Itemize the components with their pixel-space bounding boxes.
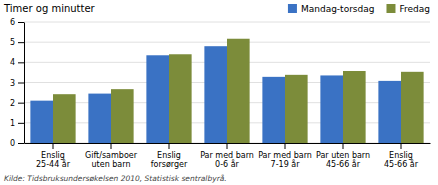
y-axis-line	[24, 23, 25, 144]
y-tick-mark	[18, 123, 24, 124]
grid	[24, 22, 430, 143]
x-tick-label-line: Enslig	[41, 151, 65, 160]
y-tick-mark	[18, 103, 24, 104]
legend-item: Mandag-torsdag	[288, 4, 375, 14]
legend: Fredag Mandag-torsdag	[288, 4, 430, 14]
y-tick: 6	[10, 18, 24, 27]
x-tick: Par med barn7-19 år	[258, 143, 312, 169]
bar	[204, 46, 227, 143]
y-tick: 0	[10, 139, 24, 148]
bar	[262, 77, 285, 143]
x-tick-mark	[285, 143, 286, 149]
x-tick-mark	[401, 143, 402, 149]
y-tick-mark	[18, 62, 24, 63]
y-tick-mark	[18, 83, 24, 84]
x-tick-label-line: Par med barn	[258, 151, 312, 160]
x-tick-label-line: 45-66 år	[384, 159, 419, 169]
x-tick-label-line: 45-66 år	[326, 159, 361, 169]
plot: Enslig25-44 årGift/samboeruten barnEnsli…	[10, 18, 431, 169]
y-tick: 5	[10, 38, 24, 47]
y-tick: 1	[10, 119, 24, 128]
x-tick: Par med barn0-6 år	[200, 143, 254, 169]
bar	[30, 101, 53, 143]
x-tick: Ensligforsørger	[151, 143, 188, 169]
y-tick-label: 3	[10, 79, 15, 88]
bar	[378, 81, 401, 143]
bar	[53, 94, 76, 143]
bar	[285, 75, 308, 143]
y-tick-mark	[18, 42, 24, 43]
bar	[343, 71, 366, 143]
x-tick-label-line: 25-44 år	[36, 159, 71, 169]
x-tick-label-line: forsørger	[151, 160, 188, 169]
x-tick-label-line: Par med barn	[200, 151, 254, 160]
y-axis-label: Timer og minutter	[3, 3, 96, 14]
x-tick-label: Gift/samboeruten barn	[85, 151, 138, 169]
legend-swatch	[288, 4, 297, 13]
x-tick-label: Enslig45-66 år	[384, 151, 419, 169]
bar	[111, 89, 134, 143]
y-tick: 2	[10, 99, 24, 108]
x-tick-mark	[111, 143, 112, 149]
bar	[401, 72, 424, 143]
bar	[146, 55, 169, 143]
y-tick-label: 6	[10, 18, 15, 27]
x-tick: Enslig45-66 år	[384, 143, 419, 169]
x-tick-label-line: Enslig	[389, 151, 413, 160]
legend-label: Fredag	[399, 4, 430, 14]
x-tick-label: Par med barn7-19 år	[258, 151, 312, 169]
bar	[320, 75, 343, 143]
bar-series	[30, 46, 401, 143]
y-tick-label: 1	[10, 119, 15, 128]
x-tick-label: Par uten barn45-66 år	[316, 151, 370, 169]
bar	[227, 39, 250, 143]
x-tick-label: Enslig25-44 år	[36, 151, 71, 169]
legend-label: Mandag-torsdag	[301, 4, 375, 14]
x-tick: Par uten barn45-66 år	[316, 143, 370, 169]
x-tick-mark	[53, 143, 54, 149]
x-tick: Enslig25-44 år	[36, 143, 71, 169]
x-tick-label-line: uten barn	[92, 160, 131, 169]
y-axis: 0 1 2 3 4 5 6	[10, 18, 25, 148]
x-tick-mark	[169, 143, 170, 149]
x-tick-label: Ensligforsørger	[151, 151, 188, 169]
legend-item: Fredag	[386, 4, 430, 14]
x-tick-mark	[343, 143, 344, 149]
x-tick-label-line: Par uten barn	[316, 151, 370, 160]
x-tick: Gift/samboeruten barn	[85, 143, 138, 169]
x-tick-label-line: Gift/samboer	[85, 151, 138, 160]
y-tick: 3	[10, 79, 24, 88]
x-tick-label-line: 7-19 år	[271, 159, 301, 169]
legend-swatch	[386, 4, 395, 13]
x-tick-label: Par med barn0-6 år	[200, 151, 254, 169]
x-tick-label-line: Enslig	[157, 151, 181, 160]
y-tick-label: 4	[10, 58, 15, 67]
y-tick-label: 5	[10, 38, 15, 47]
x-tick-label-line: 0-6 år	[215, 159, 240, 169]
y-tick-label: 2	[10, 99, 15, 108]
y-tick: 4	[10, 58, 24, 67]
bar	[88, 94, 111, 143]
grid-line	[24, 22, 430, 23]
source-note: Kilde: Tidsbruksundersøkelsen 2010, Stat…	[4, 174, 227, 183]
bar	[169, 54, 192, 143]
x-axis: Enslig25-44 årGift/samboeruten barnEnsli…	[25, 143, 431, 169]
y-tick-label: 0	[10, 139, 15, 148]
bar-series	[53, 39, 424, 143]
bars	[30, 39, 423, 143]
x-tick-mark	[227, 143, 228, 149]
y-tick-mark	[18, 22, 24, 23]
chart: Enslig25-44 årGift/samboeruten barnEnsli…	[0, 0, 438, 185]
y-tick-mark	[18, 143, 24, 144]
